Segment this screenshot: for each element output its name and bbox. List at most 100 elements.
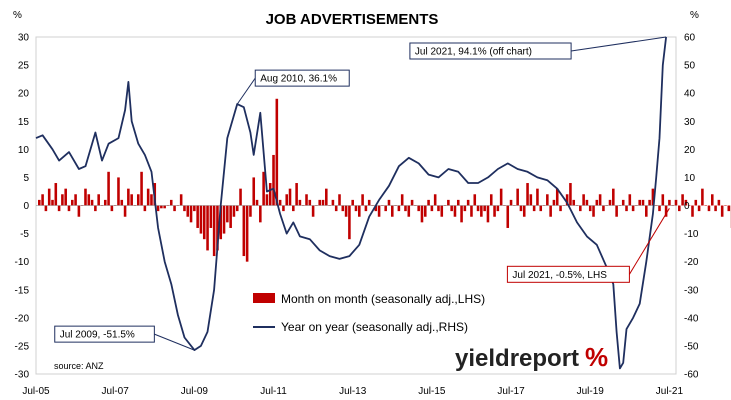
mom-bar	[189, 205, 193, 223]
mom-bar	[664, 205, 668, 217]
mom-bar	[94, 205, 97, 212]
mom-bar	[354, 205, 358, 212]
mom-bar	[117, 177, 120, 206]
left-tick-label: 20	[18, 89, 30, 100]
mom-bar	[136, 194, 140, 206]
mom-bar	[123, 205, 127, 217]
chart-title: JOB ADVERTISEMENTS	[266, 11, 439, 28]
mom-bar	[308, 199, 312, 206]
mom-bar	[239, 188, 242, 206]
legend-bar-label: Month on month (seasonally adj.,LHS)	[281, 292, 485, 306]
mom-bar	[282, 205, 285, 212]
mom-bar	[285, 194, 289, 206]
left-tick-label: -10	[15, 257, 30, 268]
mom-bar	[212, 205, 216, 257]
mom-bar	[674, 199, 678, 206]
mom-bar	[47, 188, 51, 206]
mom-bar	[305, 194, 308, 206]
mom-bar	[348, 205, 351, 240]
x-tick-label: Jul-11	[260, 386, 287, 397]
mom-bar	[90, 199, 94, 206]
mom-bar	[384, 205, 387, 212]
right-tick-label: 40	[684, 89, 696, 100]
mom-bar	[582, 194, 585, 206]
annotation-text: Aug 2010, 36.1%	[260, 74, 337, 85]
mom-bar	[331, 199, 335, 206]
right-tick-label: -60	[684, 370, 699, 381]
mom-bar	[447, 199, 450, 206]
mom-bar	[585, 199, 589, 206]
left-tick-label: 5	[23, 173, 29, 184]
left-tick-label: 25	[18, 61, 30, 72]
mom-bar	[678, 205, 681, 212]
legend-line-label: Year on year (seasonally adj.,RHS)	[281, 320, 468, 334]
legend-bar-swatch	[253, 293, 275, 303]
mom-bar	[150, 194, 153, 206]
mom-bar	[163, 205, 166, 209]
mom-bar	[318, 199, 321, 206]
mom-bar	[288, 188, 292, 206]
mom-bar	[486, 205, 490, 223]
mom-bar	[107, 171, 110, 206]
mom-bar	[295, 183, 298, 206]
mom-bar	[602, 205, 605, 212]
x-tick-label: Jul-17	[497, 386, 525, 397]
mom-bar	[539, 205, 543, 212]
mom-bar	[265, 194, 269, 206]
mom-bar	[120, 199, 124, 206]
mom-bar	[565, 194, 569, 206]
mom-bar	[397, 205, 401, 212]
mom-bar	[193, 205, 196, 212]
left-tick-label: -30	[15, 370, 30, 381]
right-tick-label: -50	[684, 341, 699, 352]
annotation-leader	[571, 36, 667, 52]
mom-bar-series	[38, 98, 731, 262]
annotation-text: Jul 2021, -0.5%, LHS	[512, 270, 607, 281]
mom-bar	[569, 183, 572, 206]
mom-bar	[64, 188, 67, 206]
mom-bar	[186, 205, 190, 217]
mom-bar	[522, 205, 526, 217]
right-tick-label: -30	[684, 285, 699, 296]
mom-bar	[727, 205, 731, 212]
mom-bar	[463, 205, 467, 212]
mom-bar	[621, 199, 625, 206]
mom-bar	[499, 188, 503, 206]
mom-bar	[226, 205, 229, 223]
mom-bar	[701, 188, 704, 206]
source-note: source: ANZ	[54, 361, 104, 371]
mom-bar	[661, 194, 665, 206]
mom-bar	[202, 205, 206, 240]
mom-bar	[559, 205, 562, 212]
mom-bar	[473, 194, 477, 206]
mom-bar	[292, 205, 295, 212]
mom-bar	[668, 199, 671, 206]
mom-bar	[598, 194, 602, 206]
mom-bar	[235, 205, 239, 212]
mom-bar	[259, 205, 262, 223]
mom-bar	[341, 205, 345, 212]
mom-bar	[67, 205, 71, 212]
mom-bar	[470, 205, 473, 217]
mom-bar	[54, 183, 58, 206]
mom-bar	[423, 205, 427, 217]
mom-bar	[493, 205, 496, 217]
mom-bar	[546, 194, 549, 206]
mom-bar	[173, 205, 176, 212]
yoy-line	[35, 36, 667, 370]
right-tick-label: 30	[684, 117, 696, 128]
mom-bar	[387, 199, 391, 206]
annotation-box	[409, 42, 572, 60]
mom-bar	[41, 194, 44, 206]
left-tick-label: -20	[15, 313, 30, 324]
x-tick-label: Jul-13	[339, 386, 367, 397]
yoy-line-series	[35, 36, 667, 370]
mom-bar	[311, 205, 315, 217]
mom-bar	[130, 194, 133, 206]
x-tick-label: Jul-21	[656, 386, 684, 397]
mom-bar	[216, 205, 219, 251]
mom-bar	[209, 205, 213, 228]
mom-bar	[410, 199, 414, 206]
mom-bar	[572, 199, 576, 206]
